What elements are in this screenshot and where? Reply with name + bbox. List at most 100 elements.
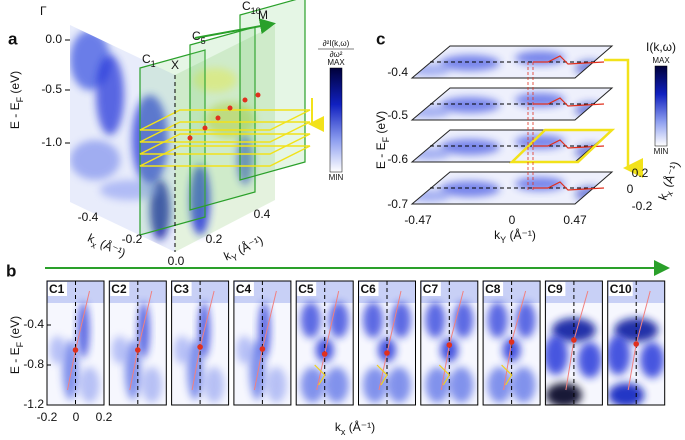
dispersion-point bbox=[571, 337, 577, 343]
y-axis-label-sub: F bbox=[15, 341, 25, 347]
cut-label: C2 bbox=[111, 282, 127, 296]
depth-tick-label: 0 bbox=[627, 182, 634, 196]
dispersion bbox=[533, 97, 605, 107]
dispersion-point bbox=[72, 347, 79, 353]
x-tick-label: 0.2 bbox=[96, 410, 113, 424]
cut-label-main: C bbox=[142, 52, 151, 66]
x-axis-label-sub: x bbox=[89, 240, 98, 251]
slice-frame bbox=[410, 45, 614, 79]
intensity bbox=[204, 367, 225, 403]
dispersion-point bbox=[508, 339, 515, 345]
cut-plane bbox=[239, 0, 306, 181]
intensity bbox=[387, 367, 411, 403]
intensity bbox=[236, 336, 253, 364]
y-axis-label-unit: (eV) bbox=[8, 71, 22, 97]
dispersion-point bbox=[446, 342, 453, 348]
x-tick-label: -0.2 bbox=[122, 232, 143, 246]
dispersion bbox=[438, 364, 451, 386]
x-axis-label-sub: Y bbox=[500, 235, 506, 245]
x-tick-label: -0.47 bbox=[404, 213, 432, 227]
cut-label-sub: 10 bbox=[251, 6, 261, 16]
point-label: Γ bbox=[40, 4, 47, 18]
cut-label: C5 bbox=[192, 29, 206, 46]
y-tick-label: -0.4 bbox=[23, 317, 44, 331]
x-tick-label: -0.4 bbox=[78, 210, 99, 224]
dispersion-point bbox=[633, 341, 639, 347]
panel-label: a bbox=[8, 29, 18, 48]
intensity bbox=[608, 383, 645, 405]
dispersion bbox=[533, 55, 605, 65]
frame bbox=[544, 280, 603, 406]
dispersion bbox=[533, 139, 605, 149]
cut-label: C8 bbox=[485, 282, 501, 296]
label-bg bbox=[234, 282, 254, 296]
intensity bbox=[515, 135, 565, 149]
intensity bbox=[425, 302, 446, 338]
intensity bbox=[502, 338, 521, 362]
y-tick-label: -1.0 bbox=[41, 135, 62, 149]
intensity bbox=[328, 302, 349, 338]
panel-label: b bbox=[6, 261, 16, 280]
intensity bbox=[193, 68, 237, 92]
cut-label: C1 bbox=[142, 52, 156, 69]
intensity bbox=[258, 302, 271, 358]
intensity bbox=[440, 139, 500, 155]
label-bg bbox=[608, 282, 633, 296]
dispersion-point bbox=[227, 105, 233, 111]
intensity bbox=[515, 302, 536, 338]
energy-cut bbox=[139, 145, 311, 167]
intensity bbox=[70, 140, 120, 180]
ky-axis-label-unit: (Å⁻¹) bbox=[232, 232, 265, 258]
panel-label: c bbox=[376, 29, 385, 48]
intensity bbox=[440, 97, 500, 113]
cut-label: C3 bbox=[174, 282, 190, 296]
intensity bbox=[640, 342, 665, 378]
dispersion-point bbox=[135, 347, 141, 353]
cut-image bbox=[545, 281, 603, 405]
cut-image bbox=[171, 281, 229, 405]
intensity bbox=[511, 367, 536, 403]
slice-frame bbox=[410, 171, 614, 205]
x-axis-label: kY (Å⁻¹) bbox=[494, 227, 536, 245]
colorbar-title: I(k,ω) bbox=[646, 40, 676, 54]
colorbar-max: MAX bbox=[652, 56, 670, 65]
x-axis-label-sub: x bbox=[341, 427, 346, 437]
cut-image bbox=[483, 281, 541, 405]
energy-cut bbox=[139, 133, 311, 155]
label-bg bbox=[48, 282, 67, 296]
frame bbox=[295, 280, 354, 406]
cut-image bbox=[233, 281, 291, 405]
intensity bbox=[237, 135, 253, 185]
depth-tick-label: 0.2 bbox=[632, 166, 649, 180]
intensity bbox=[79, 367, 100, 403]
intensity bbox=[440, 181, 500, 197]
intensity bbox=[515, 93, 565, 107]
cut-label: C7 bbox=[423, 282, 439, 296]
dispersion-point bbox=[259, 346, 266, 352]
frame bbox=[171, 280, 230, 406]
x-axis-label-main: k bbox=[335, 420, 342, 434]
colorbar bbox=[654, 65, 668, 147]
intensity bbox=[425, 367, 450, 403]
dispersion bbox=[533, 181, 605, 191]
intensity bbox=[266, 367, 287, 403]
dispersion-point bbox=[321, 351, 328, 357]
label-bg bbox=[546, 282, 566, 296]
intensity bbox=[545, 335, 568, 375]
cut-label-main: C bbox=[192, 29, 201, 43]
ky-axis-label-sub: Y bbox=[230, 252, 240, 264]
cut-image bbox=[607, 281, 665, 405]
intensity bbox=[378, 338, 396, 362]
x-tick-label: 0.47 bbox=[563, 213, 587, 227]
dispersion-point bbox=[187, 135, 193, 141]
colorbar-min: MIN bbox=[654, 147, 669, 156]
cut-plane bbox=[189, 26, 256, 211]
label-bg bbox=[421, 282, 441, 296]
cut-image bbox=[296, 281, 354, 405]
ky-axis-label: kY (Å⁻¹) bbox=[221, 232, 266, 266]
x-tick-label: 0 bbox=[509, 213, 516, 227]
dispersion bbox=[376, 364, 388, 386]
y-tick-label: -0.7 bbox=[387, 197, 408, 211]
dispersion-point bbox=[384, 350, 390, 356]
